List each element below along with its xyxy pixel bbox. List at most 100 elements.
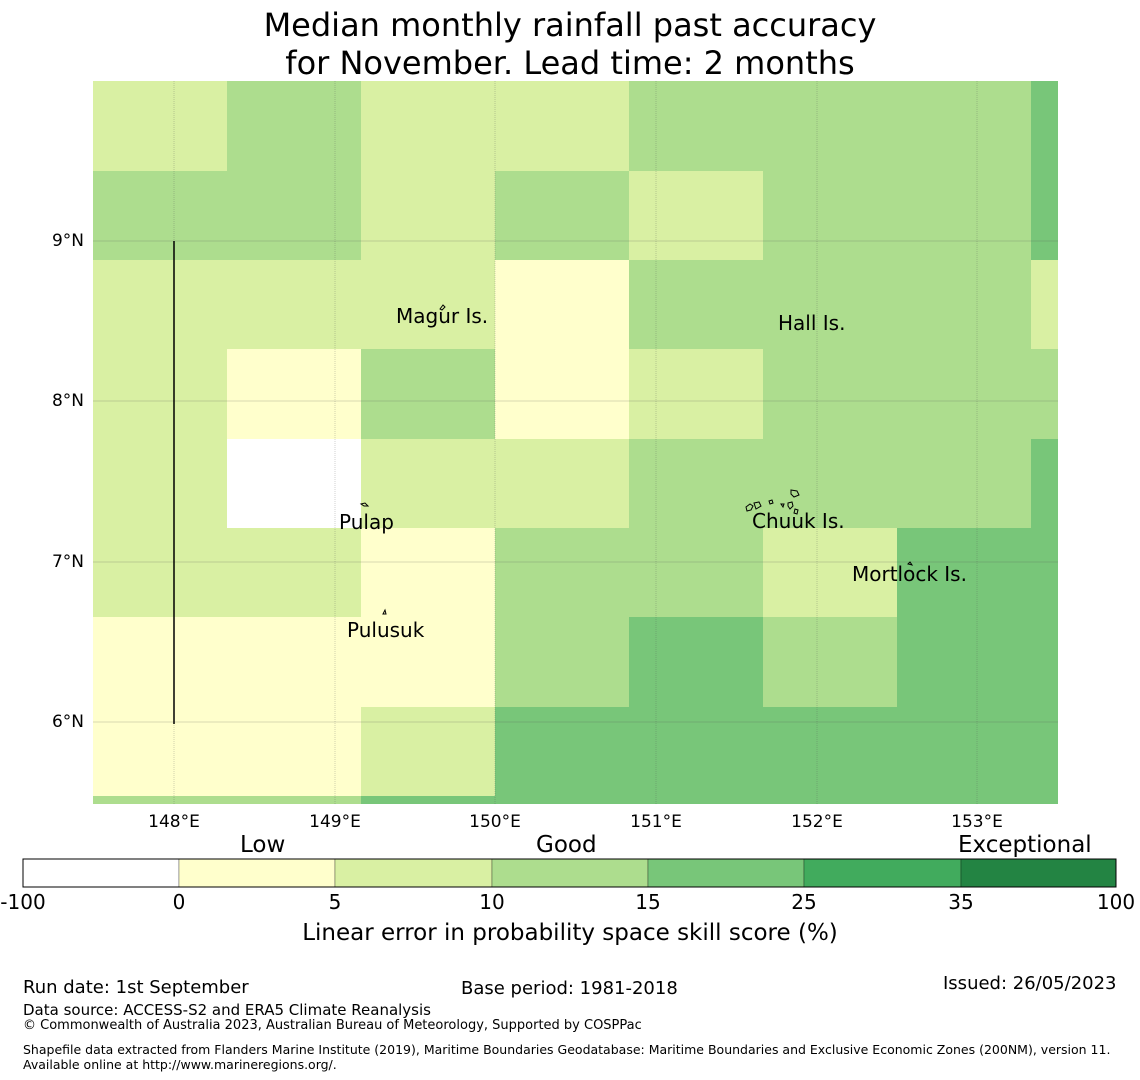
grid-cell [495, 260, 629, 349]
island-outline [382, 608, 387, 615]
grid-cell [227, 81, 361, 171]
grid-cell [897, 439, 1031, 528]
grid-cell [1031, 707, 1058, 796]
island-outline [768, 499, 774, 505]
island-outline [793, 508, 799, 515]
issued-date: Issued: 26/05/2023 [943, 973, 1117, 994]
grid-cell [93, 796, 227, 804]
grid-cell [897, 617, 1031, 707]
grid-cell [93, 171, 227, 260]
lon-tick-151e: 151°E [630, 812, 682, 832]
grid-cell [897, 528, 1031, 617]
grid-cell [93, 707, 227, 796]
grid-cell [361, 439, 495, 528]
lon-tick-150e: 150°E [469, 812, 521, 832]
grid-cell [93, 528, 227, 617]
title-line-1: Median monthly rainfall past accuracy [263, 6, 877, 44]
grid-cell [495, 707, 629, 796]
grid-cell [93, 81, 227, 171]
grid-cell [629, 171, 763, 260]
map-title: Median monthly rainfall past accuracy fo… [0, 6, 1140, 82]
grid-cell [629, 707, 763, 796]
grid-cell [495, 439, 629, 528]
grid-cell [227, 349, 361, 439]
legend-category-exceptional: Exceptional [958, 832, 1092, 858]
grid-cell [227, 439, 361, 528]
grid-cell [629, 439, 763, 528]
copyright: © Commonwealth of Australia 2023, Austra… [23, 1018, 642, 1033]
grid-cell [897, 707, 1031, 796]
grid-cell [763, 707, 897, 796]
grid-cell [93, 260, 227, 349]
colorbar-tick: 100 [1096, 890, 1136, 914]
lon-tick-152e: 152°E [791, 812, 843, 832]
grid-cell [227, 528, 361, 617]
grid-cell [629, 260, 763, 349]
colorbar-tick: 5 [328, 890, 342, 914]
grid-cell [1031, 260, 1058, 349]
island-outline [745, 503, 754, 512]
grid-cell [495, 796, 629, 804]
legend-category-low: Low [240, 832, 286, 858]
grid-cell [361, 260, 495, 349]
grid-cell [763, 171, 897, 260]
place-label-magur: Magur Is. [396, 304, 489, 328]
grid-cell [629, 349, 763, 439]
grid-cell [763, 617, 897, 707]
lat-tick-7n: 7°N [51, 552, 84, 572]
grid-cell [495, 81, 629, 171]
grid-cell [361, 81, 495, 171]
island-outline [790, 489, 800, 498]
grid-cell [897, 796, 1031, 804]
grid-cell [495, 349, 629, 439]
grid-cell [763, 81, 897, 171]
grid-cell [361, 796, 495, 804]
grid-cell [93, 349, 227, 439]
grid-cell [1031, 349, 1058, 439]
colorbar-tick: 0 [172, 890, 186, 914]
grid-cell [1031, 528, 1058, 617]
place-label-chuuk: Chuuk Is. [752, 509, 845, 533]
grid-cell [897, 260, 1031, 349]
grid-cell [361, 707, 495, 796]
grid-cell [227, 796, 361, 804]
island-outline [907, 561, 914, 566]
grid-cell [897, 81, 1031, 171]
grid-cell [897, 171, 1031, 260]
place-label-pulap: Pulap [339, 510, 394, 534]
colorbar-tick: 25 [791, 890, 817, 914]
grid-cell [227, 707, 361, 796]
lat-tick-6n: 6°N [51, 712, 84, 732]
grid-cell [227, 260, 361, 349]
lon-tick-148e: 148°E [148, 812, 200, 832]
grid-cell [897, 349, 1031, 439]
grid-cell [93, 439, 227, 528]
data-source: Data source: ACCESS-S2 and ERA5 Climate … [23, 1001, 431, 1019]
lon-tick-149e: 149°E [309, 812, 361, 832]
legend-category-good: Good [536, 832, 597, 858]
place-label-mortlock: Mortlock Is. [852, 562, 967, 586]
shapefile-credit: Shapefile data extracted from Flanders M… [23, 1042, 1111, 1072]
place-label-pulusuk: Pulusuk [347, 618, 425, 642]
grid-cell [227, 617, 361, 707]
grid-cell [361, 171, 495, 260]
grid-cell [763, 260, 897, 349]
lon-tick-153e: 153°E [951, 812, 1003, 832]
place-label-hall: Hall Is. [778, 311, 846, 335]
grid-cell [1031, 439, 1058, 528]
colorbar-tick: -100 [0, 890, 46, 914]
base-period: Base period: 1981-2018 [461, 978, 678, 999]
lat-tick-8n: 8°N [51, 391, 84, 411]
colorbar-tick: 35 [948, 890, 974, 914]
grid-cell [1031, 617, 1058, 707]
island-outline [753, 501, 762, 510]
island-outline [439, 304, 446, 311]
grid-cell [629, 81, 763, 171]
grid-cell [629, 528, 763, 617]
title-line-2: for November. Lead time: 2 months [285, 44, 855, 82]
grid-cell [361, 349, 495, 439]
grid-cell [763, 439, 897, 528]
grid-cell [361, 528, 495, 617]
run-date: Run date: 1st September [23, 977, 249, 998]
